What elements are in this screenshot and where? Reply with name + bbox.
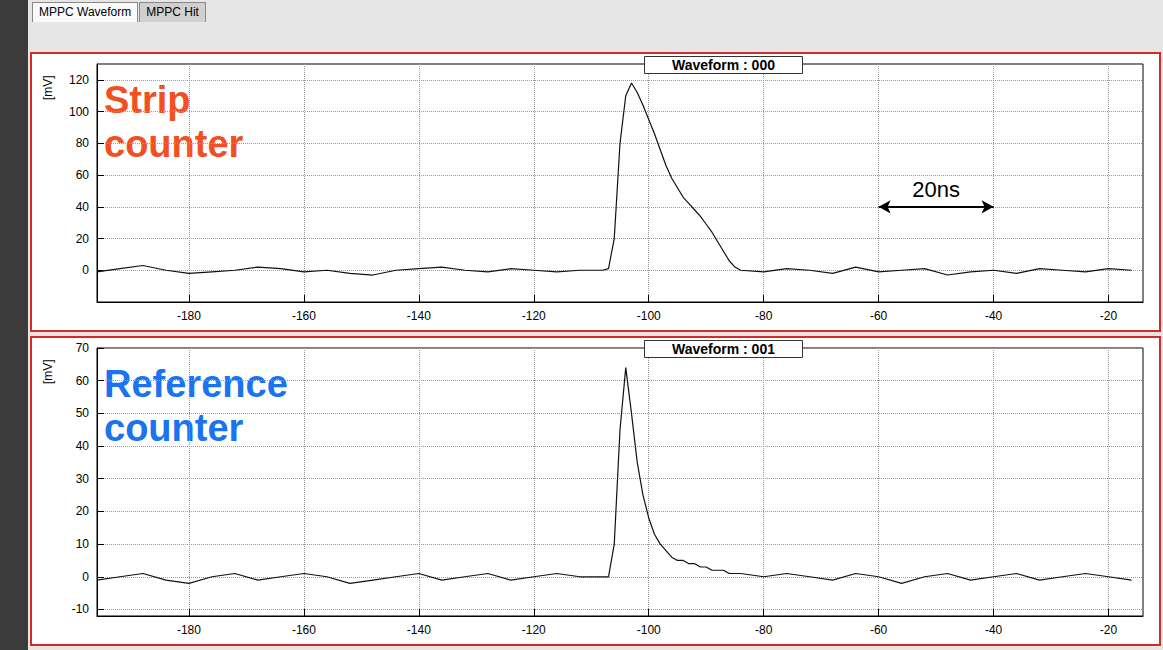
svg-text:-20: -20 bbox=[1100, 309, 1118, 323]
svg-text:-180: -180 bbox=[177, 623, 201, 637]
svg-text:80: 80 bbox=[76, 136, 90, 150]
html-text:MPPC Hit: MPPC Hit bbox=[146, 5, 199, 19]
svg-text:20ns: 20ns bbox=[912, 177, 960, 202]
svg-text:-20: -20 bbox=[1100, 623, 1118, 637]
svg-text:60: 60 bbox=[76, 374, 90, 388]
svg-text:-120: -120 bbox=[522, 623, 546, 637]
svg-text:counter: counter bbox=[104, 407, 244, 449]
svg-text:-10: -10 bbox=[72, 602, 90, 616]
svg-text:40: 40 bbox=[76, 200, 90, 214]
svg-text:-80: -80 bbox=[755, 623, 773, 637]
html-text:MPPC Waveform: MPPC Waveform bbox=[39, 5, 132, 19]
svg-text:-40: -40 bbox=[985, 309, 1003, 323]
svg-text:50: 50 bbox=[76, 406, 90, 420]
svg-text:-140: -140 bbox=[407, 309, 431, 323]
svg-text:120: 120 bbox=[69, 73, 89, 87]
svg-text:20: 20 bbox=[76, 232, 90, 246]
svg-text:0: 0 bbox=[82, 263, 89, 277]
svg-text:-60: -60 bbox=[870, 623, 888, 637]
svg-text:-160: -160 bbox=[292, 309, 316, 323]
svg-text:[mV]: [mV] bbox=[41, 75, 55, 100]
svg-text:Waveform : 000: Waveform : 000 bbox=[672, 57, 775, 73]
svg-text:10: 10 bbox=[76, 537, 90, 551]
svg-text:-100: -100 bbox=[637, 623, 661, 637]
svg-text:40: 40 bbox=[76, 439, 90, 453]
svg-text:60: 60 bbox=[76, 168, 90, 182]
svg-text:0: 0 bbox=[82, 570, 89, 584]
svg-text:Strip: Strip bbox=[104, 79, 201, 121]
svg-text:counter: counter bbox=[104, 123, 244, 165]
svg-text:-140: -140 bbox=[407, 623, 431, 637]
svg-text:-100: -100 bbox=[637, 309, 661, 323]
svg-text:-60: -60 bbox=[870, 309, 888, 323]
svg-text:[mV]: [mV] bbox=[41, 359, 55, 384]
svg-text:-120: -120 bbox=[522, 309, 546, 323]
svg-text:70: 70 bbox=[76, 341, 90, 355]
svg-text:20: 20 bbox=[76, 504, 90, 518]
svg-text:Waveform : 001: Waveform : 001 bbox=[672, 341, 775, 357]
svg-text:-160: -160 bbox=[292, 623, 316, 637]
svg-text:Reference: Reference bbox=[104, 363, 298, 405]
svg-text:100: 100 bbox=[69, 105, 89, 119]
svg-text:-40: -40 bbox=[985, 623, 1003, 637]
svg-text:30: 30 bbox=[76, 472, 90, 486]
svg-text:-180: -180 bbox=[177, 309, 201, 323]
svg-text:-80: -80 bbox=[755, 309, 773, 323]
